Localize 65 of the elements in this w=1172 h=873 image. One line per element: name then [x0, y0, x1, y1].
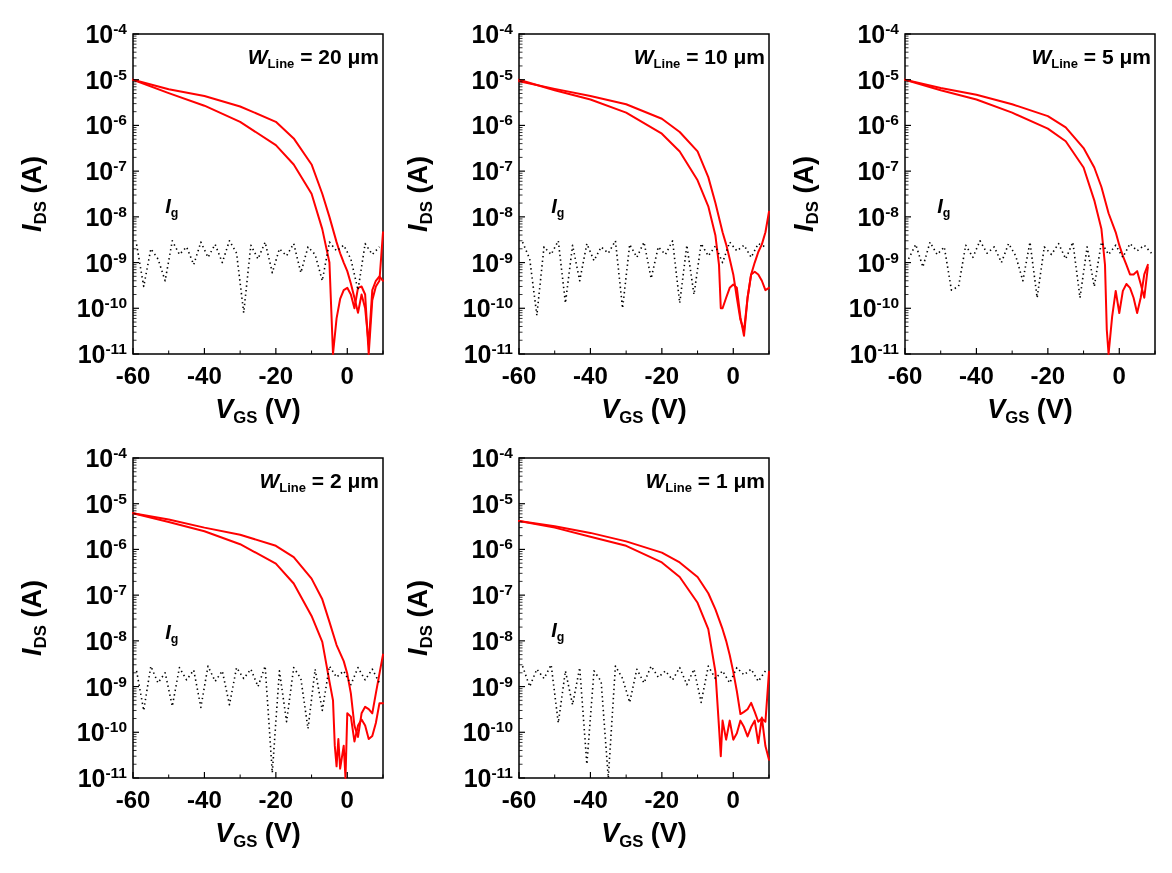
x-tick-label: 0 — [726, 362, 740, 389]
y-tick-label: 10$^{-8}$ — [85, 626, 128, 655]
x-tick-label: 0 — [340, 786, 354, 813]
x-tick-label: -40 — [573, 362, 608, 389]
y-tick-label: 10$^{-6}$ — [471, 111, 514, 140]
y-tick-label: 10$^{-7}$ — [857, 156, 899, 186]
y-tick-label: 10$^{-9}$ — [85, 248, 128, 277]
y-tick-label: 10$^{-9}$ — [471, 672, 514, 701]
series-label: I$_{g}$ — [551, 195, 565, 220]
x-tick-label: -20 — [258, 362, 294, 389]
y-tick-label: 10$^{-10}$ — [462, 718, 513, 747]
x-axis-title: V$_{GS}$ (V) — [601, 394, 687, 428]
y-tick-label: 10$^{-5}$ — [471, 489, 514, 518]
x-tick-label: 0 — [726, 786, 740, 813]
x-tick-label: -20 — [644, 362, 680, 389]
x-axis-title: V$_{GS}$ (V) — [987, 394, 1073, 428]
y-tick-label: 10$^{-4}$ — [471, 19, 514, 48]
y-tick-label: 10$^{-5}$ — [85, 65, 128, 94]
text: W$_{Line}$ = 5 μm — [1031, 45, 1151, 71]
y-tick-label: 10$^{-4}$ — [471, 443, 514, 472]
y-tick-label: 10$^{-8}$ — [857, 202, 900, 231]
y-tick-label: 10$^{-5}$ — [857, 65, 900, 94]
series-label: I$_{g}$ — [551, 619, 565, 644]
x-tick-label: -40 — [573, 786, 608, 813]
y-tick-label: 10$^{-9}$ — [857, 248, 900, 277]
x-tick-label: -40 — [187, 786, 222, 813]
x-tick-label: -40 — [187, 362, 222, 389]
y-tick-label: 10$^{-7}$ — [471, 156, 513, 186]
series-label: I$_{g}$ — [937, 195, 951, 220]
series-label: I$_{g}$ — [165, 195, 179, 220]
x-axis-title: V$_{GS}$ (V) — [215, 818, 301, 852]
x-tick-label: -20 — [1030, 362, 1066, 389]
x-tick-label: -20 — [258, 786, 294, 813]
y-tick-label: 10$^{-6}$ — [85, 535, 128, 564]
x-tick-label: 0 — [1112, 362, 1126, 389]
y-tick-label: 10$^{-6}$ — [85, 111, 128, 140]
text: W$_{Line}$ = 20 μm — [247, 45, 379, 71]
text: W$_{Line}$ = 2 μm — [259, 469, 379, 495]
y-tick-label: 10$^{-4}$ — [85, 443, 128, 472]
y-tick-label: 10$^{-8}$ — [471, 202, 514, 231]
text: W$_{Line}$ = 10 μm — [633, 45, 765, 71]
y-tick-label: 10$^{-6}$ — [857, 111, 900, 140]
x-tick-label: -20 — [644, 786, 680, 813]
y-tick-label: 10$^{-9}$ — [471, 248, 514, 277]
x-tick-label: 0 — [340, 362, 354, 389]
y-tick-label: 10$^{-10}$ — [76, 718, 127, 747]
y-tick-label: 10$^{-7}$ — [471, 580, 513, 610]
y-tick-label: 10$^{-4}$ — [857, 19, 900, 48]
y-tick-label: 10$^{-10}$ — [462, 294, 513, 323]
y-tick-label: 10$^{-6}$ — [471, 535, 514, 564]
y-tick-label: 10$^{-8}$ — [85, 202, 128, 231]
y-tick-label: 10$^{-8}$ — [471, 626, 514, 655]
x-tick-label: -40 — [959, 362, 994, 389]
x-axis-title: V$_{GS}$ (V) — [215, 394, 301, 428]
y-tick-label: 10$^{-7}$ — [85, 580, 127, 610]
y-tick-label: 10$^{-10}$ — [848, 294, 899, 323]
y-tick-label: 10$^{-5}$ — [471, 65, 514, 94]
y-tick-label: 10$^{-10}$ — [76, 294, 127, 323]
x-axis-title: V$_{GS}$ (V) — [601, 818, 687, 852]
text: W$_{Line}$ = 1 μm — [645, 469, 765, 495]
y-tick-label: 10$^{-9}$ — [85, 672, 128, 701]
y-tick-label: 10$^{-7}$ — [85, 156, 127, 186]
y-tick-label: 10$^{-5}$ — [85, 489, 128, 518]
series-label: I$_{g}$ — [165, 620, 179, 646]
y-tick-label: 10$^{-4}$ — [85, 19, 128, 48]
